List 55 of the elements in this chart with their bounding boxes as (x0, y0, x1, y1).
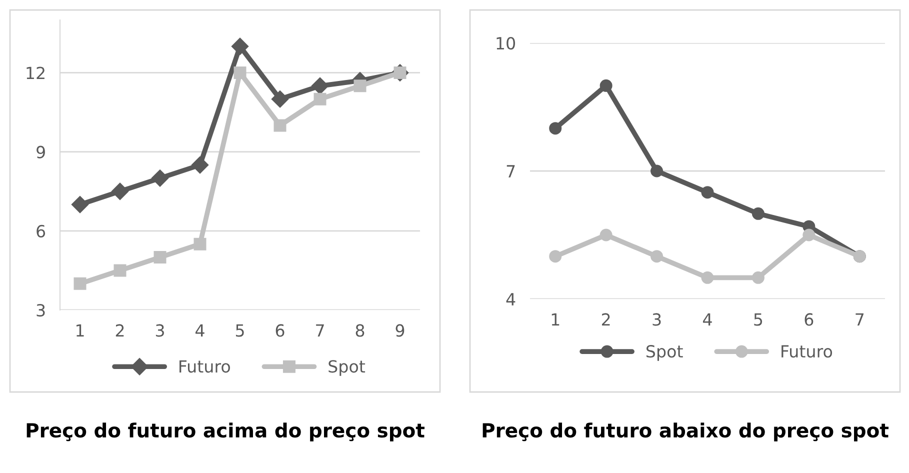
point (314, 92, 326, 106)
point (701, 271, 714, 284)
y-tick-label: 12 (26, 66, 44, 80)
legend-label: Spot (646, 345, 683, 361)
legend-label: Futuro (782, 345, 832, 358)
point (274, 119, 286, 132)
x-tick-label: 2 (116, 324, 124, 337)
x-tick-label: 4 (196, 324, 204, 337)
x-tick-label: 4 (703, 313, 712, 326)
point (271, 90, 289, 108)
point (151, 170, 169, 187)
point (231, 38, 249, 55)
x-tick-label: 8 (356, 324, 364, 337)
point (650, 164, 664, 178)
point (549, 122, 562, 135)
x-tick-label: 3 (156, 324, 164, 337)
x-tick-label: 3 (652, 313, 661, 326)
point (311, 77, 329, 94)
point (549, 250, 562, 263)
text: Preço do futuro abaixo do preço spot (482, 422, 889, 442)
text: Preço do futuro acima do preço spot (26, 422, 425, 442)
x-tick-label: 6 (804, 313, 814, 326)
point (802, 228, 816, 242)
y-tick-label: 7 (506, 165, 515, 178)
x-tick-label: 9 (396, 324, 404, 337)
y-tick-label: 6 (36, 224, 46, 238)
point (701, 186, 714, 199)
x-tick-label: 2 (602, 313, 610, 326)
point (74, 277, 86, 290)
y-tick-label: 10 (496, 36, 516, 50)
point (191, 156, 209, 174)
x-tick-label: 6 (276, 324, 284, 337)
y-tick-label: 9 (36, 146, 45, 158)
point (154, 251, 166, 264)
x-tick-label: 5 (754, 313, 762, 326)
point (71, 196, 89, 214)
point (354, 80, 366, 92)
x-tick-label: 1 (76, 324, 84, 337)
x-tick-label: 1 (552, 313, 560, 326)
legend-label: Futuro (180, 360, 230, 373)
y-tick-label: 3 (36, 304, 45, 317)
legend-label: Spot (328, 360, 366, 376)
point (234, 66, 246, 79)
y-tick-label: 4 (506, 293, 516, 306)
point (194, 238, 206, 250)
point (752, 207, 764, 220)
point (114, 264, 126, 277)
point (600, 79, 612, 92)
point (752, 271, 764, 284)
point (600, 228, 612, 242)
x-tick-label: 7 (316, 324, 324, 337)
x-tick-label: 5 (236, 324, 244, 337)
x-tick-label: 7 (856, 313, 864, 326)
point (111, 182, 129, 200)
point (650, 250, 664, 263)
